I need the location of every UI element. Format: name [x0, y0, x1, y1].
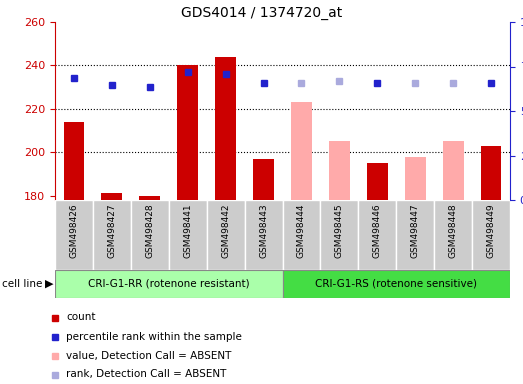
Text: CRI-G1-RS (rotenone sensitive): CRI-G1-RS (rotenone sensitive)	[315, 279, 477, 289]
Bar	[396, 200, 434, 270]
Bar	[405, 157, 426, 200]
Text: GSM498427: GSM498427	[107, 204, 117, 258]
Bar	[481, 146, 502, 200]
Bar	[63, 122, 84, 200]
Text: GSM498441: GSM498441	[183, 204, 192, 258]
Bar	[282, 200, 321, 270]
Bar	[367, 163, 388, 200]
Bar	[101, 194, 122, 200]
Text: GSM498428: GSM498428	[145, 204, 154, 258]
Text: GSM498444: GSM498444	[297, 204, 306, 258]
Text: GDS4014 / 1374720_at: GDS4014 / 1374720_at	[181, 6, 342, 20]
Text: cell line: cell line	[2, 279, 42, 289]
Text: GSM498448: GSM498448	[449, 204, 458, 258]
Bar	[93, 200, 131, 270]
Bar	[282, 270, 510, 298]
Text: GSM498449: GSM498449	[486, 204, 495, 258]
Bar	[131, 200, 169, 270]
Text: rank, Detection Call = ABSENT: rank, Detection Call = ABSENT	[66, 369, 226, 379]
Bar	[434, 200, 472, 270]
Text: GSM498446: GSM498446	[373, 204, 382, 258]
Bar	[215, 57, 236, 200]
Bar	[358, 200, 396, 270]
Bar	[442, 141, 463, 200]
Bar	[329, 141, 350, 200]
Bar	[207, 200, 245, 270]
Bar	[55, 200, 93, 270]
Bar	[245, 200, 282, 270]
Text: GSM498445: GSM498445	[335, 204, 344, 258]
Text: GSM498426: GSM498426	[70, 204, 78, 258]
Bar	[139, 196, 160, 200]
Bar	[253, 159, 274, 200]
Text: GSM498443: GSM498443	[259, 204, 268, 258]
Text: GSM498442: GSM498442	[221, 204, 230, 258]
Text: percentile rank within the sample: percentile rank within the sample	[66, 331, 242, 341]
Text: ▶: ▶	[45, 279, 53, 289]
Text: count: count	[66, 313, 96, 323]
Bar	[169, 200, 207, 270]
Text: GSM498447: GSM498447	[411, 204, 420, 258]
Bar	[321, 200, 358, 270]
Bar	[472, 200, 510, 270]
Text: CRI-G1-RR (rotenone resistant): CRI-G1-RR (rotenone resistant)	[88, 279, 249, 289]
Text: value, Detection Call = ABSENT: value, Detection Call = ABSENT	[66, 351, 231, 361]
Bar	[177, 65, 198, 200]
Bar	[55, 270, 282, 298]
Bar	[291, 102, 312, 200]
